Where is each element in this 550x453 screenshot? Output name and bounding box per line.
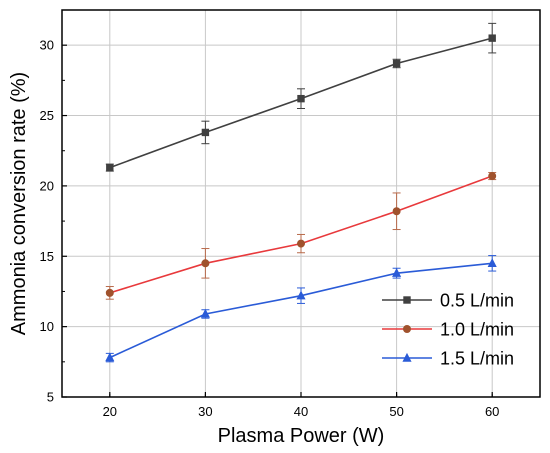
data-point xyxy=(201,259,210,268)
legend-label: 0.5 L/min xyxy=(440,291,514,311)
legend-marker xyxy=(402,352,412,362)
legend-item: 1.0 L/min xyxy=(382,320,514,340)
legend-marker xyxy=(402,324,411,333)
x-axis-title: Plasma Power (W) xyxy=(218,425,385,447)
legend-marker xyxy=(403,296,411,304)
data-point xyxy=(296,239,305,248)
data-point xyxy=(106,163,114,172)
data-point xyxy=(297,94,305,103)
data-point xyxy=(392,59,401,68)
x-tick-label: 50 xyxy=(389,404,403,419)
series-3 xyxy=(105,255,497,363)
grid xyxy=(62,10,540,397)
legend: 0.5 L/min 1.0 L/min 1.5 L/min xyxy=(382,291,514,369)
y-axis-title: Ammonia conversion rate (%) xyxy=(8,72,30,335)
data-point xyxy=(200,308,210,318)
series-2 xyxy=(105,172,497,300)
legend-label: 1.0 L/min xyxy=(440,320,514,340)
x-tick-label: 60 xyxy=(485,404,499,419)
y-tick-label: 20 xyxy=(40,178,54,193)
data-point xyxy=(296,290,306,300)
y-tick-label: 15 xyxy=(40,249,54,264)
data-point xyxy=(105,352,115,362)
data-point xyxy=(487,258,497,268)
data-point xyxy=(488,34,496,42)
series-1 xyxy=(105,22,497,172)
y-tick-label: 25 xyxy=(40,108,54,123)
data-point xyxy=(488,172,497,181)
x-tick-label: 40 xyxy=(294,404,308,419)
y-tick-label: 5 xyxy=(47,390,54,405)
series-layer xyxy=(105,22,497,363)
data-point xyxy=(105,288,114,297)
legend-label: 1.5 L/min xyxy=(440,349,514,369)
data-point xyxy=(392,207,401,216)
y-tick-label: 10 xyxy=(40,319,54,334)
data-point xyxy=(392,267,402,277)
legend-item: 1.5 L/min xyxy=(382,349,514,369)
y-tick-label: 30 xyxy=(40,38,54,53)
legend-item: 0.5 L/min xyxy=(382,291,514,311)
x-tick-label: 20 xyxy=(103,404,117,419)
x-tick-label: 30 xyxy=(198,404,212,419)
data-point xyxy=(201,128,210,137)
axes: 20 30 40 50 60 5 10 15 20 25 30 xyxy=(40,38,500,419)
